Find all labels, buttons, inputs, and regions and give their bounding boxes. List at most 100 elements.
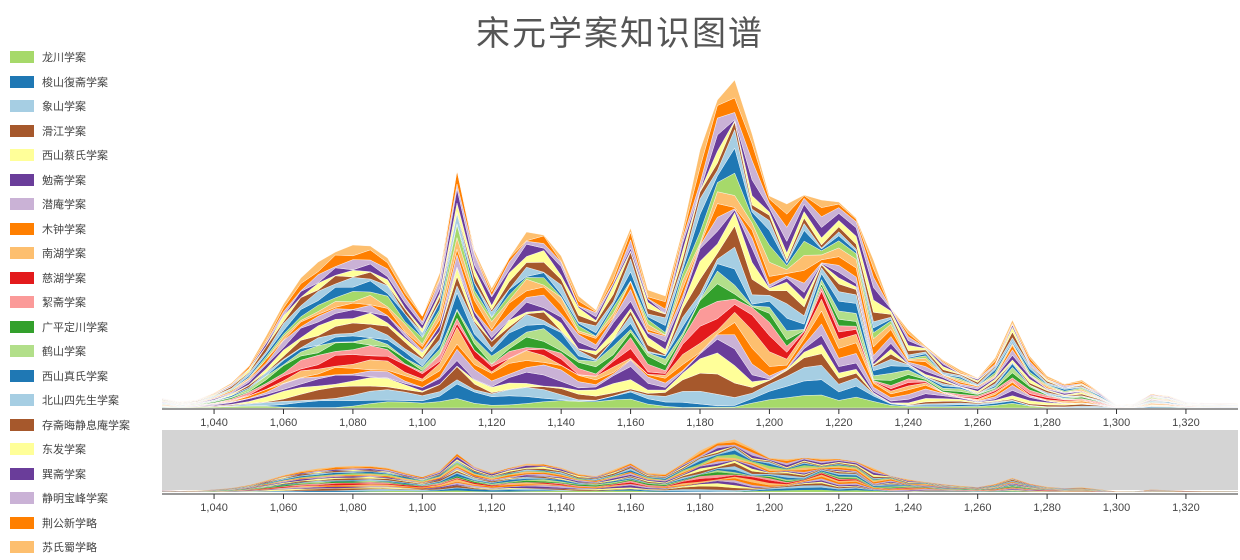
legend-swatch [10,247,34,260]
overview-stream-layer [162,481,1238,492]
main-tick-label: 1,300 [1103,417,1131,429]
legend-swatch [10,75,34,88]
legend-item[interactable]: 西山蔡氏学案 [10,143,160,168]
legend-swatch [10,149,34,162]
legend-swatch [10,124,34,137]
main-tick-label: 1,160 [617,417,645,429]
legend-item[interactable]: 慈湖学案 [10,266,160,291]
legend-item[interactable]: 滑江学案 [10,119,160,144]
legend-item[interactable]: 龙川学案 [10,45,160,70]
legend-label: 滑江学案 [42,124,86,138]
legend-swatch [10,516,34,529]
overview-tick-label: 1,320 [1172,502,1200,514]
legend-label: 西山蔡氏学案 [42,149,108,163]
overview-tick-label: 1,080 [339,502,367,514]
legend-label: 絜斋学案 [42,296,86,310]
main-streamgraph [161,79,1239,409]
main-tick-label: 1,120 [478,417,506,429]
legend-label: 潜庵学案 [42,198,86,212]
main-x-axis: 1,040 1,060 1,080 1,100 1,120 1,140 1,160 1,180… [162,408,1238,429]
legend-swatch [10,51,34,64]
overview-tick-label: 1,160 [617,502,645,514]
legend-swatch [10,443,34,456]
chart-title: 宋元学案知识图谱 [476,14,764,54]
overview-tick-label: 1,260 [964,502,992,514]
overview-x-axis: 1,040 1,060 1,080 1,100 1,120 1,140 1,160 1,180… [162,493,1238,514]
legend-label: 勉斋学案 [42,173,86,187]
overview-tick-label: 1,060 [270,502,298,514]
legend-item[interactable]: 荆公新学略 [10,511,160,536]
legend-item[interactable]: 存斋晦静息庵学案 [10,413,160,438]
overview-tick-label: 1,100 [409,502,437,514]
legend-item[interactable]: 鹤山学案 [10,339,160,364]
legend-item[interactable]: 广平定川学案 [10,315,160,340]
main-tick-label: 1,240 [894,417,922,429]
legend-item[interactable]: 西山真氏学案 [10,364,160,389]
legend-item[interactable]: 北山四先生学案 [10,388,160,413]
overview-tick-label: 1,300 [1103,502,1131,514]
legend-swatch [10,320,34,333]
legend-item[interactable]: 絜斋学案 [10,290,160,315]
main-tick-label: 1,060 [270,417,298,429]
legend-label: 象山学案 [42,100,86,114]
overview-tick-label: 1,280 [1033,502,1061,514]
legend-label: 存斋晦静息庵学案 [42,418,130,432]
legend-label: 慈湖学案 [42,271,86,285]
overview-stream-layer [162,472,1238,492]
overview-stream-layer [162,460,1238,492]
legend-swatch [10,492,34,505]
legend-label: 西山真氏学案 [42,369,108,383]
legend-swatch [10,418,34,431]
overview-stream-layer [162,487,1238,492]
legend-label: 木钟学案 [42,222,86,236]
main-tick-label: 1,180 [686,417,714,429]
legend-item[interactable]: 梭山復斋学案 [10,70,160,95]
overview-streamgraph [162,439,1238,492]
overview-stream-layer [162,485,1238,492]
overview-tick-label: 1,220 [825,502,853,514]
legend-swatch [10,173,34,186]
main-tick-label: 1,280 [1033,417,1061,429]
legend-label: 鹤山学案 [42,345,86,359]
overview-tick-label: 1,200 [756,502,784,514]
main-tick-label: 1,320 [1172,417,1200,429]
legend-label: 东发学案 [42,443,86,457]
main-tick-label: 1,220 [825,417,853,429]
legend-item[interactable]: 静明宝峰学案 [10,486,160,511]
overview-tick-label: 1,240 [894,502,922,514]
legend-item[interactable]: 巽斋学案 [10,462,160,487]
legend-label: 广平定川学案 [42,320,108,334]
legend-label: 静明宝峰学案 [42,492,108,506]
legend-swatch [10,541,34,554]
legend-label: 梭山復斋学案 [42,75,108,89]
legend-swatch [10,345,34,358]
legend-swatch [10,369,34,382]
overview-stream-layer [162,489,1238,492]
legend-label: 南湖学案 [42,247,86,261]
overview-tick-label: 1,040 [200,502,228,514]
legend-swatch [10,222,34,235]
legend-swatch [10,394,34,407]
legend-label: 巽斋学案 [42,467,86,481]
main-tick-label: 1,260 [964,417,992,429]
legend-item[interactable]: 南湖学案 [10,241,160,266]
main-stream-layer [161,79,1239,406]
legend-item[interactable]: 潜庵学案 [10,192,160,217]
main-tick-label: 1,140 [547,417,575,429]
legend-swatch [10,296,34,309]
legend-item[interactable]: 象山学案 [10,94,160,119]
legend-swatch [10,100,34,113]
overview-stream-layer [162,460,1238,492]
overview-tick-label: 1,120 [478,502,506,514]
overview-tick-label: 1,180 [686,502,714,514]
legend-swatch [10,198,34,211]
main-tick-label: 1,080 [339,417,367,429]
main-tick-label: 1,100 [409,417,437,429]
legend-item[interactable]: 东发学案 [10,437,160,462]
legend-swatch [10,467,34,480]
overview-stream-layer [162,483,1238,492]
legend-item[interactable]: 木钟学案 [10,217,160,242]
overview-stream-layer [162,472,1238,492]
legend-item[interactable]: 勉斋学案 [10,168,160,193]
